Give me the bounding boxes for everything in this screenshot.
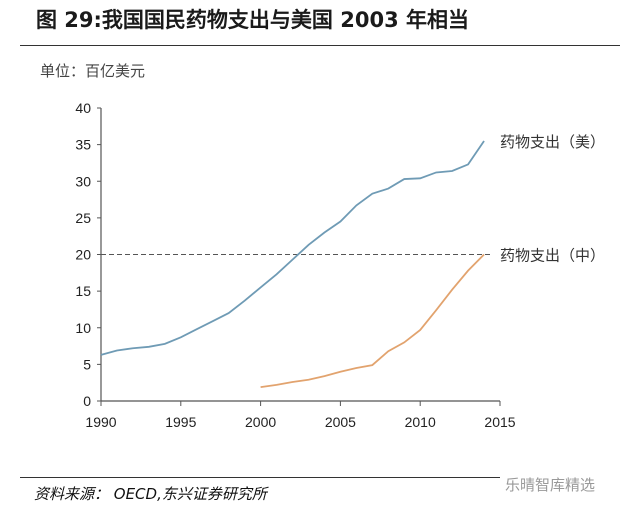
x-tick-label: 1990: [85, 414, 116, 430]
series-label-0: 药物支出（美）: [500, 133, 605, 151]
x-tick-label: 2015: [484, 414, 515, 430]
y-tick-label: 0: [83, 393, 91, 409]
series-label-1: 药物支出（中）: [500, 247, 605, 265]
y-tick-label: 40: [75, 100, 91, 116]
x-tick-label: 2010: [405, 414, 436, 430]
y-tick-label: 30: [75, 173, 91, 189]
x-tick-label: 2005: [325, 414, 356, 430]
unit-label: 单位：百亿美元: [40, 62, 146, 80]
footer-divider: [20, 477, 500, 478]
source-note: 资料来源： OECD,东兴证券研究所: [34, 485, 267, 503]
watermark: 乐晴智库精选: [505, 476, 596, 494]
y-tick-label: 5: [83, 356, 91, 372]
y-tick-label: 35: [75, 137, 91, 153]
title-divider: [20, 45, 620, 46]
y-tick-label: 10: [75, 320, 91, 336]
x-tick-label: 1995: [165, 414, 196, 430]
y-tick-label: 25: [75, 210, 91, 226]
y-tick-label: 15: [75, 283, 91, 299]
y-tick-label: 20: [75, 247, 91, 263]
x-tick-label: 2000: [245, 414, 276, 430]
series-line-1: [260, 253, 485, 388]
chart-title: 图 29:我国国民药物支出与美国 2003 年相当: [36, 8, 470, 32]
